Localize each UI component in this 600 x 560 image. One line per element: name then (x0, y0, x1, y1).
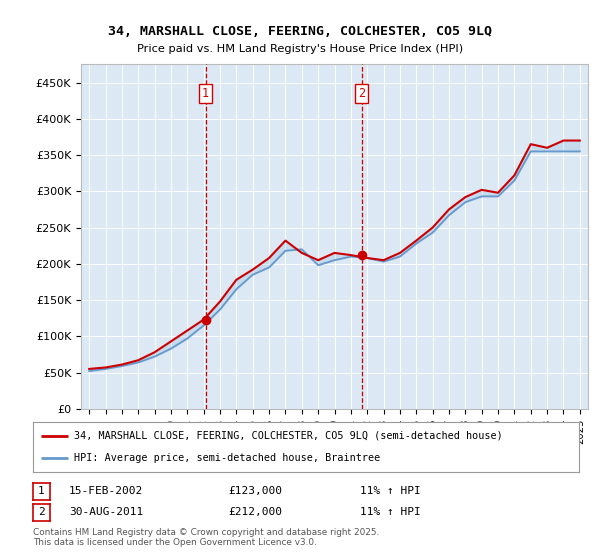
Text: 2: 2 (358, 87, 365, 100)
Text: 15-FEB-2002: 15-FEB-2002 (69, 486, 143, 496)
Text: 30-AUG-2011: 30-AUG-2011 (69, 507, 143, 517)
Text: £123,000: £123,000 (228, 486, 282, 496)
Text: 11% ↑ HPI: 11% ↑ HPI (360, 486, 421, 496)
Text: 1: 1 (202, 87, 209, 100)
Text: 11% ↑ HPI: 11% ↑ HPI (360, 507, 421, 517)
Text: HPI: Average price, semi-detached house, Braintree: HPI: Average price, semi-detached house,… (74, 453, 380, 463)
Text: Price paid vs. HM Land Registry's House Price Index (HPI): Price paid vs. HM Land Registry's House … (137, 44, 463, 54)
Text: Contains HM Land Registry data © Crown copyright and database right 2025.
This d: Contains HM Land Registry data © Crown c… (33, 528, 379, 547)
Text: £212,000: £212,000 (228, 507, 282, 517)
Text: 1: 1 (38, 486, 45, 496)
Text: 2: 2 (38, 507, 45, 517)
Text: 34, MARSHALL CLOSE, FEERING, COLCHESTER, CO5 9LQ (semi-detached house): 34, MARSHALL CLOSE, FEERING, COLCHESTER,… (74, 431, 503, 441)
Text: 34, MARSHALL CLOSE, FEERING, COLCHESTER, CO5 9LQ: 34, MARSHALL CLOSE, FEERING, COLCHESTER,… (108, 25, 492, 38)
